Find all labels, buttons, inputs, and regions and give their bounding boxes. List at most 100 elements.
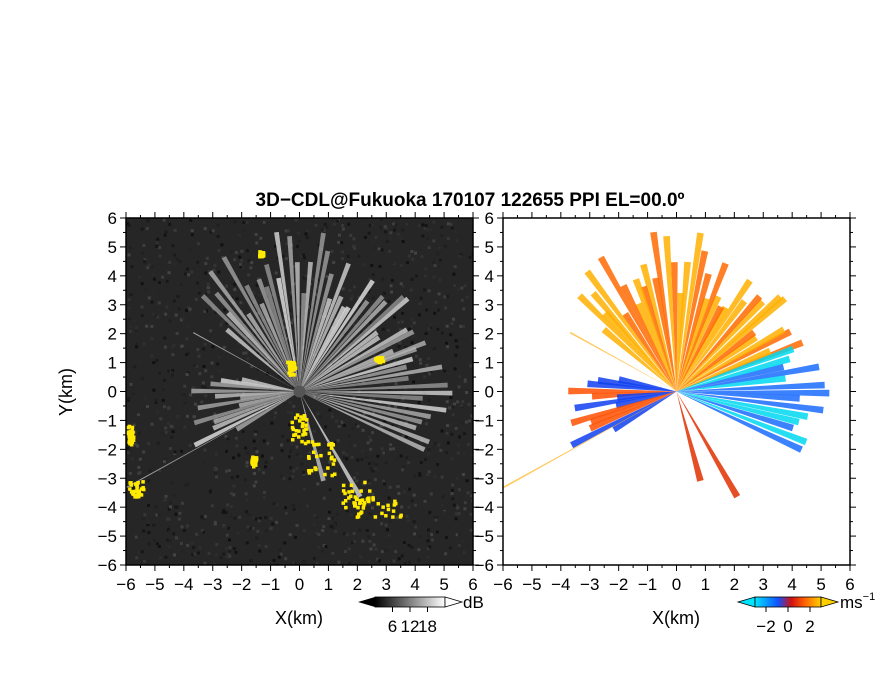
- noise-speck: [445, 341, 449, 345]
- noise-speck: [234, 350, 238, 354]
- clutter-cell: [252, 465, 256, 469]
- noise-speck: [465, 391, 469, 394]
- noise-speck: [240, 259, 244, 263]
- noise-speck: [358, 402, 362, 406]
- noise-speck: [367, 502, 371, 506]
- noise-speck: [409, 288, 413, 292]
- noise-speck: [200, 400, 204, 404]
- noise-speck: [163, 233, 167, 237]
- noise-speck: [286, 410, 290, 414]
- noise-speck: [328, 408, 332, 412]
- noise-speck: [397, 326, 401, 330]
- noise-speck: [215, 475, 218, 479]
- noise-speck: [306, 504, 310, 508]
- noise-speck: [262, 439, 266, 443]
- velocity-ray: [676, 391, 704, 482]
- noise-speck: [470, 414, 473, 418]
- noise-speck: [341, 227, 345, 231]
- noise-speck: [463, 378, 467, 382]
- noise-speck: [283, 541, 287, 545]
- noise-speck: [371, 431, 374, 435]
- noise-speck: [143, 258, 147, 262]
- noise-speck: [440, 503, 444, 507]
- clutter-cell: [355, 497, 359, 501]
- clutter-cell: [371, 498, 375, 502]
- noise-speck: [306, 229, 309, 233]
- noise-speck: [196, 348, 200, 351]
- clutter-cell: [133, 495, 137, 499]
- noise-speck: [428, 510, 432, 514]
- clutter-cell: [347, 496, 351, 500]
- noise-speck: [168, 545, 171, 549]
- velocity-ray: [570, 391, 677, 449]
- noise-speck: [318, 450, 321, 454]
- noise-speck: [333, 522, 337, 526]
- noise-speck: [371, 296, 375, 300]
- noise-speck: [312, 277, 316, 281]
- noise-speck: [341, 250, 345, 254]
- noise-speck: [360, 449, 364, 453]
- noise-speck: [223, 308, 227, 312]
- echo-ray: [299, 391, 423, 425]
- noise-speck: [218, 369, 222, 373]
- noise-speck: [317, 285, 320, 289]
- noise-speck: [352, 355, 356, 359]
- echo-ray: [299, 261, 313, 392]
- noise-speck: [239, 301, 243, 305]
- noise-speck: [158, 371, 161, 375]
- noise-speck: [407, 254, 411, 258]
- velocity-ray: [676, 355, 791, 392]
- noise-speck: [369, 447, 373, 451]
- noise-speck: [457, 512, 461, 515]
- velocity-ray: [676, 329, 757, 392]
- noise-speck: [440, 475, 444, 479]
- noise-speck: [147, 479, 151, 483]
- noise-speck: [448, 546, 452, 550]
- noise-speck: [172, 532, 176, 536]
- noise-speck: [436, 327, 440, 331]
- echo-ray: [299, 335, 381, 392]
- noise-speck: [361, 428, 365, 432]
- noise-speck: [143, 560, 146, 563]
- velocity-rays: [503, 231, 830, 499]
- chart-title: 3D−CDL@Fukuoka 170107 122655 PPI EL=00.0…: [256, 190, 685, 211]
- noise-speck: [146, 266, 150, 270]
- noise-speck: [266, 361, 270, 365]
- noise-speck: [434, 518, 438, 522]
- noise-speck: [367, 231, 371, 235]
- noise-speck: [257, 468, 261, 472]
- noise-speck: [230, 282, 234, 286]
- echo-ray: [299, 375, 409, 392]
- noise-speck: [126, 446, 130, 450]
- noise-speck: [247, 273, 251, 277]
- noise-speck: [406, 519, 410, 523]
- noise-speck: [374, 329, 377, 332]
- noise-speck: [471, 499, 473, 503]
- noise-speck: [284, 511, 288, 515]
- clutter-cell: [330, 441, 334, 446]
- clutter-cell: [378, 358, 382, 363]
- noise-speck: [232, 456, 235, 460]
- noise-speck: [171, 244, 175, 248]
- noise-speck: [194, 402, 197, 406]
- x-tick-label: 2: [353, 575, 362, 594]
- noise-speck: [170, 345, 174, 349]
- noise-speck: [338, 233, 341, 237]
- clutter-cell: [357, 512, 361, 516]
- noise-speck: [229, 515, 233, 519]
- noise-speck: [245, 498, 249, 502]
- y-tick-label: −1: [475, 411, 494, 430]
- noise-speck: [154, 398, 158, 402]
- noise-speck: [246, 249, 249, 253]
- noise-speck: [173, 253, 176, 257]
- noise-speck: [241, 505, 245, 508]
- noise-speck: [288, 477, 292, 481]
- noise-speck: [384, 230, 387, 234]
- noise-speck: [157, 513, 161, 517]
- noise-speck: [175, 332, 179, 335]
- noise-speck: [453, 367, 457, 371]
- noise-speck: [347, 222, 351, 226]
- noise-speck: [268, 370, 272, 374]
- noise-speck: [424, 458, 427, 462]
- noise-speck: [152, 538, 156, 542]
